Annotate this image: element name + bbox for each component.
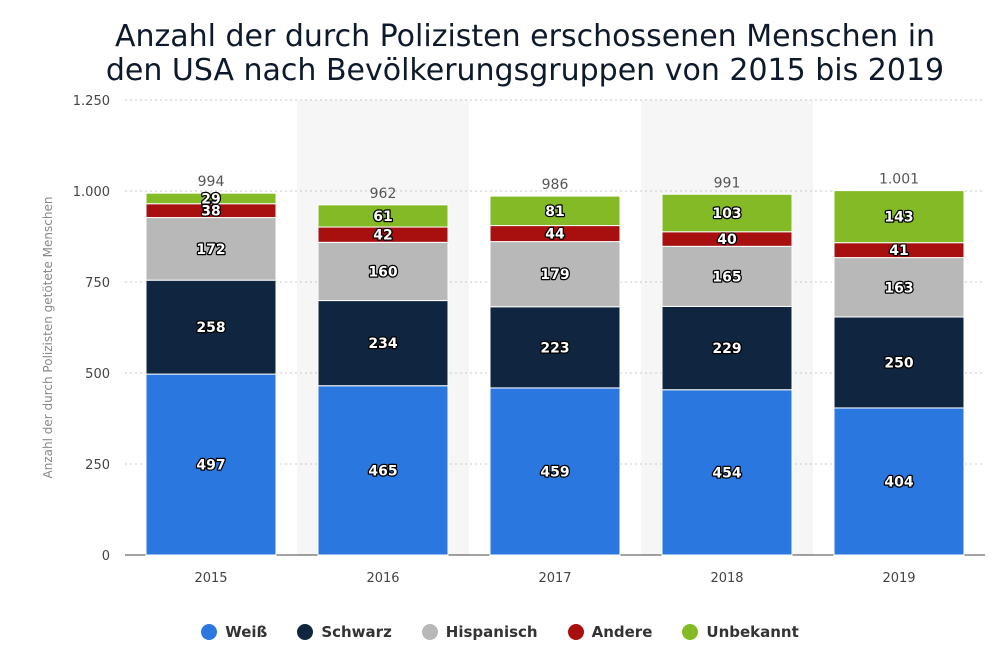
legend-item[interactable]: Andere [567, 623, 653, 641]
data-label: 42 [373, 228, 392, 244]
chart-title: Anzahl der durch Polizisten erschossenen… [60, 20, 990, 88]
data-label: 465 [368, 463, 397, 479]
x-tick-label: 2016 [366, 571, 399, 586]
y-tick-label: 500 [85, 367, 110, 382]
legend-label: Weiß [225, 623, 268, 641]
data-label: 229 [712, 341, 741, 357]
data-label: 454 [712, 465, 741, 481]
bar-segment [317, 241, 449, 302]
bar-segment [833, 190, 965, 244]
legend-marker [421, 624, 438, 640]
bar-segment [145, 373, 277, 556]
y-tick-label: 750 [85, 276, 110, 291]
data-label: 459 [540, 464, 569, 480]
total-label: 1.001 [879, 172, 919, 188]
legend-item[interactable]: Schwarz [297, 623, 392, 641]
legend-label: Unbekannt [706, 623, 799, 641]
bar-segment [489, 195, 621, 227]
legend-item[interactable]: Unbekannt [682, 623, 799, 641]
x-tick-label: 2015 [194, 571, 227, 586]
data-label: 172 [196, 242, 225, 258]
legend-marker [297, 624, 314, 640]
y-tick-label: 250 [85, 458, 110, 473]
bar-segment [661, 389, 793, 556]
legend-label: Hispanisch [445, 623, 538, 641]
data-label: 250 [884, 355, 913, 371]
data-label: 163 [884, 280, 913, 296]
legend-item[interactable]: Hispanisch [421, 623, 538, 641]
legend-label: Andere [591, 623, 653, 641]
chart-title-line-1: Anzahl der durch Polizisten erschossenen… [114, 19, 936, 54]
x-tick-label: 2017 [538, 571, 571, 586]
data-label: 143 [884, 210, 913, 226]
bar-segment [317, 300, 449, 387]
chart-title-line-2: den USA nach Bevölkerungsgruppen von 201… [105, 53, 945, 88]
legend-item[interactable]: Weiß [201, 623, 267, 641]
bar-segment [661, 245, 793, 307]
data-label: 258 [196, 320, 225, 336]
bar-segment [661, 193, 793, 233]
total-label: 994 [198, 174, 225, 190]
data-label: 44 [545, 227, 565, 243]
data-label: 165 [712, 269, 741, 285]
data-label: 29 [201, 191, 220, 207]
y-tick-label: 1.000 [73, 185, 110, 200]
legend-label: Schwarz [321, 623, 392, 641]
data-label: 40 [717, 232, 737, 248]
y-axis-title: Anzahl der durch Polizisten getötete Men… [41, 197, 55, 479]
data-label: 81 [545, 204, 564, 220]
bar-segment [145, 192, 277, 205]
legend: Weiß Schwarz Hispanisch Andere Unbekannt [0, 620, 1000, 644]
total-label: 962 [370, 186, 397, 202]
data-label: 404 [884, 474, 913, 490]
total-label: 986 [542, 177, 569, 193]
bar-segment [489, 306, 621, 389]
data-label: 41 [889, 243, 908, 259]
bar-segment [661, 305, 793, 391]
total-label: 991 [714, 175, 741, 191]
data-label: 61 [373, 209, 392, 225]
data-label: 234 [368, 336, 397, 352]
legend-marker [567, 624, 584, 640]
y-tick-label: 0 [102, 549, 110, 564]
bar-segment [833, 407, 965, 556]
bar-segment [317, 385, 449, 556]
x-tick-label: 2019 [882, 571, 915, 586]
data-label: 223 [540, 340, 569, 356]
legend-marker [201, 624, 218, 640]
x-tick-label: 2018 [710, 571, 743, 586]
bar-segment [489, 241, 621, 308]
data-label: 160 [368, 264, 397, 280]
y-tick-label: 1.250 [73, 94, 110, 109]
legend-marker [682, 624, 699, 640]
data-label: 103 [712, 206, 741, 222]
data-label: 38 [201, 204, 220, 220]
bar-segment [317, 204, 449, 228]
data-label: 497 [196, 458, 225, 474]
bar-segment [833, 316, 965, 409]
data-label: 179 [540, 267, 569, 283]
